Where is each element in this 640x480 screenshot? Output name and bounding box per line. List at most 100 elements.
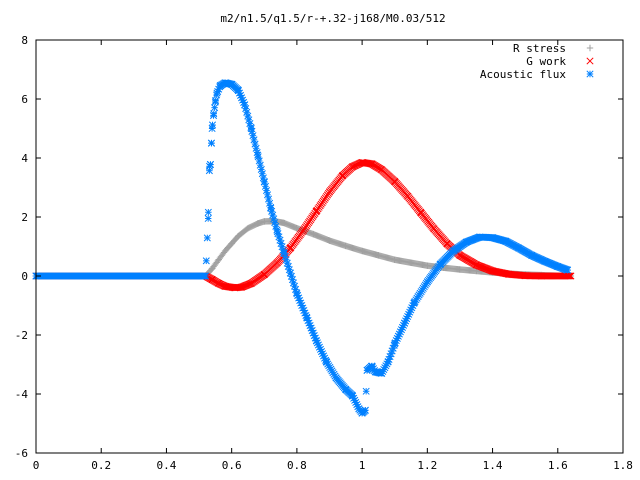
data-point — [237, 283, 246, 291]
data-point — [261, 218, 268, 225]
data-point — [391, 340, 399, 348]
data-point — [202, 257, 210, 265]
data-point — [280, 219, 288, 227]
data-point — [537, 272, 546, 280]
data-point — [375, 252, 382, 259]
data-point — [211, 98, 219, 106]
x-tick-label: 1 — [359, 459, 366, 472]
data-point — [228, 240, 235, 247]
data-point — [342, 242, 350, 250]
x-tick-label: 1.8 — [613, 459, 633, 472]
data-point — [231, 284, 239, 292]
data-point — [541, 257, 549, 265]
data-point — [299, 226, 307, 234]
legend-marker — [586, 44, 594, 52]
data-point — [204, 214, 212, 223]
data-point — [293, 225, 301, 232]
data-point — [462, 238, 471, 246]
data-point — [358, 247, 366, 255]
legend-label: G work — [526, 55, 566, 68]
data-point — [505, 270, 513, 278]
data-point — [348, 391, 356, 400]
data-point — [554, 263, 562, 271]
y-tick-label: 4 — [21, 152, 28, 165]
data-point — [273, 259, 281, 267]
data-point — [407, 259, 415, 266]
data-point — [263, 191, 272, 199]
data-point — [342, 386, 350, 394]
data-point — [257, 165, 265, 173]
plot-frame — [35, 39, 624, 454]
data-point — [564, 272, 572, 280]
data-point — [256, 161, 264, 169]
data-point — [244, 225, 252, 232]
data-point — [440, 264, 447, 271]
y-tick-label: -6 — [15, 447, 28, 460]
plot-area — [32, 79, 575, 417]
data-point — [312, 337, 321, 345]
data-point — [368, 160, 376, 168]
x-tick-label: 0.8 — [287, 459, 307, 472]
data-point — [362, 387, 370, 395]
data-point — [309, 230, 317, 238]
data-point — [251, 140, 259, 148]
data-point — [456, 266, 464, 273]
data-point — [424, 262, 431, 269]
data-point — [252, 144, 260, 152]
legend-label: R stress — [513, 42, 566, 55]
data-point — [515, 244, 523, 252]
data-point — [211, 104, 219, 112]
data-point — [404, 192, 412, 200]
x-tick-label: 0.2 — [91, 459, 111, 472]
data-point — [247, 124, 255, 133]
data-point — [355, 405, 363, 413]
data-point — [326, 237, 333, 244]
data-point — [489, 234, 497, 242]
data-point — [391, 178, 399, 186]
x-tick-label: 1.4 — [483, 459, 503, 472]
data-point — [265, 195, 273, 203]
data-point — [332, 374, 340, 382]
data-point — [280, 248, 288, 256]
data-point — [472, 261, 480, 269]
data-point — [417, 209, 425, 217]
data-point — [234, 86, 242, 94]
data-point — [348, 163, 356, 171]
data-point — [255, 157, 263, 165]
data-point — [260, 270, 268, 279]
legend-marker — [586, 70, 594, 78]
data-point — [378, 369, 386, 377]
data-point — [215, 279, 223, 287]
series-1 — [32, 158, 575, 292]
data-point — [260, 178, 268, 186]
y-tick-label: 8 — [21, 34, 28, 47]
data-point — [423, 278, 431, 286]
data-point — [247, 279, 255, 287]
data-point — [293, 290, 301, 298]
data-point — [207, 139, 216, 147]
data-point — [368, 362, 376, 370]
x-tick-label: 1.6 — [548, 459, 568, 472]
data-point — [221, 79, 229, 87]
data-point — [250, 136, 258, 144]
data-point — [338, 172, 347, 180]
series-2 — [32, 79, 572, 417]
data-point — [475, 233, 484, 241]
data-point — [502, 237, 510, 245]
data-point — [286, 269, 294, 277]
y-tick-label: -4 — [15, 388, 29, 401]
data-point — [234, 232, 242, 240]
data-point — [208, 275, 216, 284]
data-point — [213, 89, 221, 97]
data-point — [361, 406, 369, 414]
data-point — [254, 220, 261, 227]
data-point — [565, 272, 573, 280]
data-point — [221, 247, 229, 255]
data-point — [430, 225, 438, 233]
data-point — [221, 282, 229, 290]
data-point — [286, 244, 294, 252]
data-point — [358, 158, 366, 166]
data-point — [489, 267, 497, 275]
x-tick-label: 1.2 — [417, 459, 437, 472]
